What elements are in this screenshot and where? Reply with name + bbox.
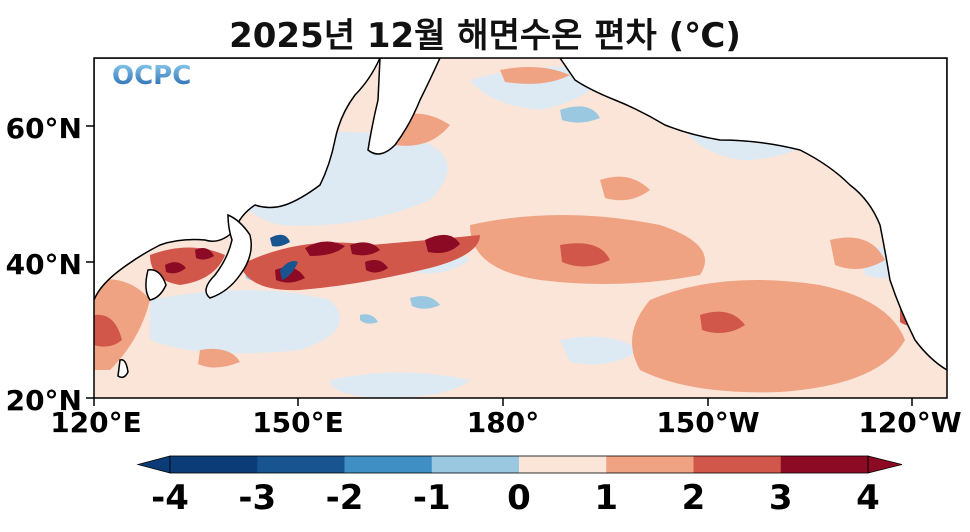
colorbar	[136, 455, 903, 474]
colorbar-segment	[344, 456, 433, 473]
extreme-cool-patches	[270, 234, 298, 280]
colorbar-tick-label: 1	[594, 478, 619, 518]
colorbar-segment	[519, 456, 607, 473]
ocpc-logo: OCPC	[112, 61, 191, 91]
colorbar-tick-label: 3	[768, 478, 793, 518]
map-title: 2025년 12월 해면수온 편차 (℃)	[229, 16, 741, 56]
colorbar-tick-label: 0	[507, 478, 531, 518]
colorbar-segment	[431, 456, 520, 473]
lat-ticks: 60°N 40°N 20°N	[6, 112, 94, 417]
lon-tick-150e: 150°E	[252, 406, 344, 439]
lon-tick-120w: 120°W	[858, 406, 961, 439]
colorbar-tick-label: 4	[856, 478, 880, 518]
lon-ticks: 120°E 150°E 180° 150°W 120°W	[50, 398, 962, 439]
colorbar-segment	[257, 456, 345, 473]
colorbar-tick-label: 2	[681, 478, 706, 518]
lon-tick-120e: 120°E	[50, 406, 142, 439]
colorbar-tick-label: -3	[238, 478, 277, 518]
colorbar-extend-low	[136, 455, 171, 474]
logo-text: OCPC	[112, 61, 191, 91]
colorbar-tick-label: -1	[412, 478, 451, 518]
colorbar-tick-label: -4	[151, 478, 189, 518]
colorbar-extend-high	[867, 455, 903, 474]
colorbar-segment	[780, 456, 869, 473]
colorbar-tick-label: -2	[325, 478, 364, 518]
anomaly-field	[94, 58, 947, 398]
lat-tick-60n: 60°N	[6, 112, 82, 145]
lon-tick-150w: 150°W	[656, 406, 759, 439]
colorbar-segment	[170, 456, 258, 473]
colorbar-outline	[169, 455, 869, 474]
land-masses	[94, 58, 947, 379]
colorbar-segment	[606, 456, 694, 473]
lat-tick-40n: 40°N	[6, 248, 82, 281]
lat-tick-20n: 20°N	[6, 384, 82, 417]
plot-frame	[93, 57, 948, 399]
colorbar-segment	[693, 456, 782, 473]
lon-tick-180: 180°	[467, 406, 539, 439]
